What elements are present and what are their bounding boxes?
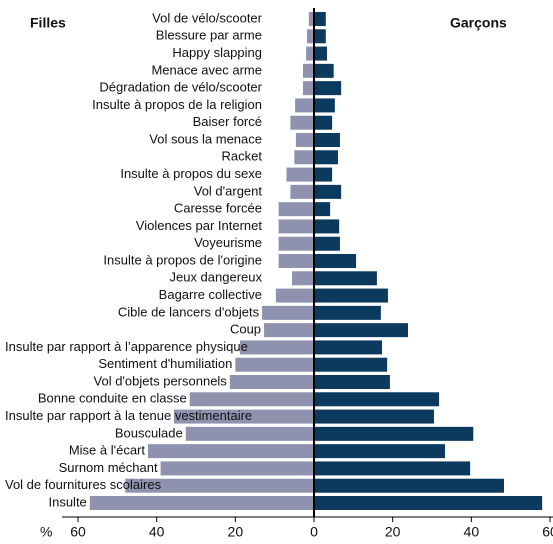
bar — [314, 444, 445, 459]
bar — [314, 150, 338, 165]
bar — [278, 202, 314, 217]
bar — [314, 375, 390, 389]
bar — [314, 392, 440, 407]
category-label: Bousculade — [115, 425, 183, 440]
bar — [262, 305, 314, 320]
category-label: Surnom méchant — [59, 460, 158, 475]
bar — [314, 98, 335, 113]
bar — [314, 167, 333, 182]
bar — [125, 478, 314, 493]
bar — [314, 426, 474, 441]
category-label: Menace avec arme — [151, 62, 262, 77]
bar — [314, 288, 388, 303]
bar — [240, 340, 314, 355]
category-label: Voyeurisme — [194, 235, 262, 250]
category-label: Insulte — [48, 494, 86, 509]
category-label: Blessure par arme — [156, 28, 262, 43]
bar — [189, 392, 314, 407]
category-label: Insulte à propos de l'origine — [103, 252, 262, 267]
category-label: Happy slapping — [172, 45, 262, 60]
category-label: Dégradation de vélo/scooter — [99, 80, 262, 95]
category-label: Cible de lancers d'objets — [118, 304, 260, 319]
bar — [295, 133, 314, 147]
bar — [294, 150, 314, 165]
bar — [314, 461, 471, 476]
bar — [278, 219, 314, 234]
x-tick-label: 60 — [542, 524, 553, 540]
bar — [314, 219, 340, 234]
bar — [291, 271, 314, 286]
x-tick-label: 0 — [310, 524, 318, 540]
category-label: Racket — [222, 149, 263, 164]
legend-left: Filles — [30, 15, 66, 31]
bar — [229, 375, 314, 389]
bar — [314, 478, 504, 493]
bar — [314, 46, 327, 61]
legend-right: Garçons — [450, 15, 507, 31]
bar — [278, 236, 314, 251]
bar — [290, 184, 314, 199]
bar — [306, 46, 314, 61]
category-label: Vol de fournitures scolaires — [5, 477, 162, 492]
bar — [302, 81, 314, 96]
x-tick-label: 60 — [70, 524, 86, 540]
category-label: Jeux dangereux — [169, 270, 262, 285]
bar — [314, 63, 334, 78]
bar — [286, 167, 314, 182]
category-label: Insulte à propos de la religion — [92, 97, 262, 112]
bar — [185, 426, 314, 441]
bar — [275, 288, 314, 303]
category-label: Bonne conduite en classe — [38, 391, 187, 406]
bar — [314, 133, 340, 147]
x-tick-label: 40 — [464, 524, 480, 540]
category-label: Bagarre collective — [159, 287, 262, 302]
bar — [306, 29, 314, 44]
category-label: Vol sous la menace — [149, 131, 262, 146]
bar — [314, 81, 342, 96]
bar — [314, 357, 388, 372]
x-tick-label: 40 — [149, 524, 165, 540]
bar — [160, 461, 314, 476]
bar — [314, 409, 434, 424]
category-label: Insulte par rapport à la tenue vestiment… — [5, 408, 252, 423]
bar — [264, 323, 314, 338]
category-label: Caresse forcée — [174, 201, 262, 216]
category-label: Vol de vélo/scooter — [152, 10, 263, 25]
category-label: Mise à l'écart — [69, 443, 146, 458]
bar — [314, 340, 383, 355]
bar — [314, 496, 543, 510]
category-label: Sentiment d'humiliation — [98, 356, 232, 371]
bar — [173, 409, 314, 424]
bar — [314, 323, 409, 338]
category-label: Vol d'argent — [194, 183, 263, 198]
bar — [235, 357, 314, 372]
bar — [314, 305, 381, 320]
bar — [302, 63, 314, 78]
bar — [278, 254, 314, 268]
bar — [314, 271, 377, 286]
category-label: Baiser forcé — [193, 114, 262, 129]
category-label: Insulte à propos du sexe — [120, 166, 262, 181]
bar — [314, 115, 333, 130]
bar — [308, 12, 314, 26]
bar — [89, 496, 314, 510]
category-label: Violences par Internet — [136, 218, 263, 233]
bar — [314, 236, 340, 251]
category-label: Coup — [230, 322, 261, 337]
bar — [148, 444, 314, 459]
x-tick-label: 20 — [385, 524, 401, 540]
bar — [314, 184, 342, 199]
bar — [314, 12, 326, 26]
bar — [314, 29, 326, 44]
bar — [314, 202, 331, 217]
bar — [314, 254, 357, 268]
category-label: Insulte par rapport à l’apparence physiq… — [5, 339, 248, 354]
x-tick-label: 20 — [228, 524, 244, 540]
bar — [290, 115, 314, 130]
bar — [295, 98, 314, 113]
x-axis-label: % — [40, 524, 52, 540]
category-label: Vol d'objets personnels — [94, 373, 228, 388]
